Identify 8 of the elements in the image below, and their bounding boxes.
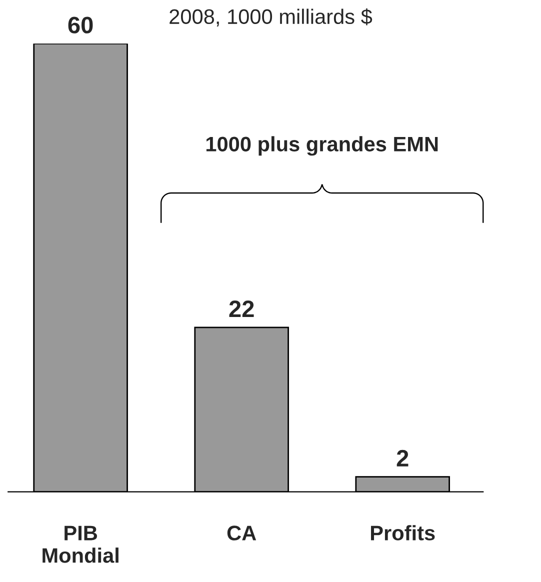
data-label: 22 — [229, 300, 254, 318]
data-label: 60 — [68, 16, 93, 34]
x-tick-label: CA — [227, 526, 256, 540]
annotation: 1000 plus grandes EMN — [206, 136, 438, 156]
chart-title: 2008, 1000 milliards $ — [170, 8, 372, 26]
x-tick-label: PIB Mondial — [42, 526, 118, 563]
x-tick-label: Profits — [371, 525, 435, 540]
data-label: 2 — [396, 450, 408, 466]
